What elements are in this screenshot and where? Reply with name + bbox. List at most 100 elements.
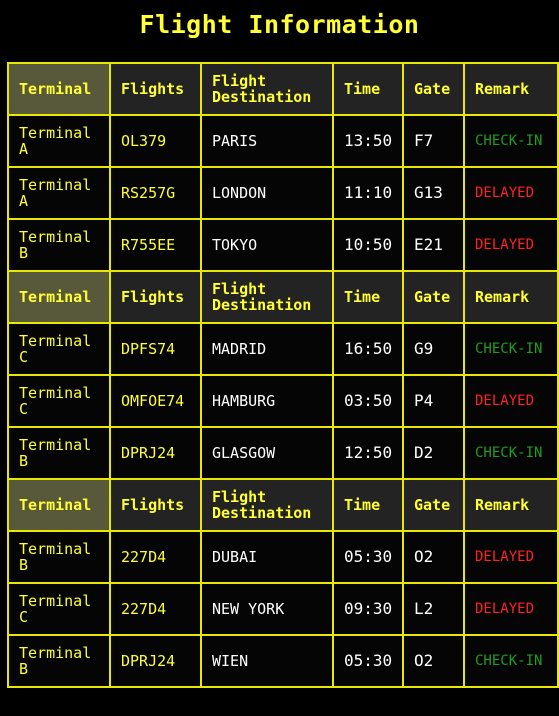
terminal-cell: Terminal B [7,634,111,688]
gate-cell: G13 [402,166,465,220]
gate-cell-text: O2 [414,651,434,670]
column-header-gate: Gate [402,478,465,532]
destination-cell: DUBAI [200,530,334,584]
flight-board-body: Terminal Flights Flight Destination Time Gat… [7,62,559,688]
table-row: Terminal B 227D4 DUBAI 05:30 O2 DELAYED [7,530,559,584]
flight-number-cell-text: 227D4 [121,548,167,566]
table-row: Terminal B DPRJ24 WIEN 05:30 O2 CHECK-IN [7,634,559,688]
time-cell: 09:30 [332,582,404,636]
gate-cell-text: F7 [414,131,434,150]
remark-cell-text: CHECK-IN [475,445,543,461]
terminal-cell-text: Terminal B [19,540,92,574]
terminal-cell: Terminal C [7,582,111,636]
gate-cell-text: G9 [414,339,434,358]
time-cell: 05:30 [332,530,404,584]
destination-cell: MADRID [200,322,334,376]
remark-cell-text: DELAYED [475,601,535,617]
column-header-label: Gate [414,80,451,98]
column-header-label: Flights [121,80,185,98]
flight-number-cell-text: OMFOE74 [121,392,185,410]
column-header-remark: Remark [463,62,559,116]
column-header-label: Time [344,288,381,306]
column-header-flights: Flights [109,270,202,324]
time-cell: 16:50 [332,322,404,376]
gate-cell: O2 [402,530,465,584]
remark-cell-text: CHECK-IN [475,133,543,149]
gate-cell: L2 [402,582,465,636]
gate-cell-text: O2 [414,547,434,566]
time-cell-text: 16:50 [344,339,393,358]
flight-number-cell-text: RS257G [121,184,176,202]
column-header-label: Time [344,80,381,98]
gate-cell-text: L2 [414,599,434,618]
destination-cell-text: HAMBURG [212,392,276,410]
time-cell-text: 13:50 [344,131,393,150]
destination-cell: WIEN [200,634,334,688]
column-header-label: Flight Destination [212,280,312,314]
column-header-label: Terminal [19,80,92,98]
gate-cell-text: E21 [414,235,443,254]
flight-number-cell: OL379 [109,114,202,168]
destination-cell: PARIS [200,114,334,168]
terminal-cell-text: Terminal B [19,436,92,470]
column-header-label: Remark [475,496,530,514]
column-header-flights: Flights [109,62,202,116]
time-cell: 05:30 [332,634,404,688]
flight-number-cell-text: DPFS74 [121,340,176,358]
column-header-terminal: Terminal [7,62,111,116]
column-header-label: Flight Destination [212,72,312,106]
remark-cell-text: DELAYED [475,237,535,253]
column-header-time: Time [332,62,404,116]
terminal-cell-text: Terminal C [19,592,92,626]
flight-number-cell: 227D4 [109,530,202,584]
remark-cell-text: CHECK-IN [475,341,543,357]
remark-cell: CHECK-IN [463,426,559,480]
remark-cell-text: DELAYED [475,549,535,565]
remark-cell: DELAYED [463,582,559,636]
flight-number-cell: OMFOE74 [109,374,202,428]
time-cell: 12:50 [332,426,404,480]
flight-number-cell: DPRJ24 [109,426,202,480]
column-header-label: Terminal [19,288,92,306]
column-header-label: Gate [414,288,451,306]
flight-number-cell-text: 227D4 [121,600,167,618]
terminal-cell-text: Terminal B [19,644,92,678]
flight-number-cell-text: R755EE [121,236,176,254]
gate-cell-text: G13 [414,183,443,202]
column-header-remark: Remark [463,270,559,324]
destination-cell: LONDON [200,166,334,220]
remark-cell-text: CHECK-IN [475,653,543,669]
table-header-row: Terminal Flights Flight Destination Time Gat… [7,270,559,324]
remark-cell: DELAYED [463,166,559,220]
destination-cell: NEW YORK [200,582,334,636]
column-header-destination: Flight Destination [200,62,334,116]
terminal-cell: Terminal A [7,114,111,168]
column-header-label: Remark [475,288,530,306]
destination-cell: TOKYO [200,218,334,272]
destination-cell-text: LONDON [212,184,267,202]
column-header-label: Flight Destination [212,488,312,522]
time-cell: 13:50 [332,114,404,168]
destination-cell-text: NEW YORK [212,600,285,618]
table-header-row: Terminal Flights Flight Destination Time Gat… [7,478,559,532]
terminal-cell-text: Terminal C [19,332,92,366]
destination-cell: GLASGOW [200,426,334,480]
time-cell-text: 05:30 [344,547,393,566]
column-header-gate: Gate [402,62,465,116]
gate-cell: E21 [402,218,465,272]
terminal-cell: Terminal C [7,374,111,428]
terminal-cell-text: Terminal C [19,384,92,418]
column-header-terminal: Terminal [7,478,111,532]
table-header-row: Terminal Flights Flight Destination Time Gat… [7,62,559,116]
destination-cell-text: TOKYO [212,236,258,254]
terminal-cell: Terminal B [7,426,111,480]
flight-number-cell-text: DPRJ24 [121,444,176,462]
time-cell-text: 12:50 [344,443,393,462]
terminal-cell-text: Terminal A [19,124,92,158]
flight-number-cell: R755EE [109,218,202,272]
destination-cell-text: PARIS [212,132,258,150]
page-title: Flight Information [139,10,420,39]
table-row: Terminal A OL379 PARIS 13:50 F7 CHECK-IN [7,114,559,168]
gate-cell: G9 [402,322,465,376]
terminal-cell-text: Terminal B [19,228,92,262]
